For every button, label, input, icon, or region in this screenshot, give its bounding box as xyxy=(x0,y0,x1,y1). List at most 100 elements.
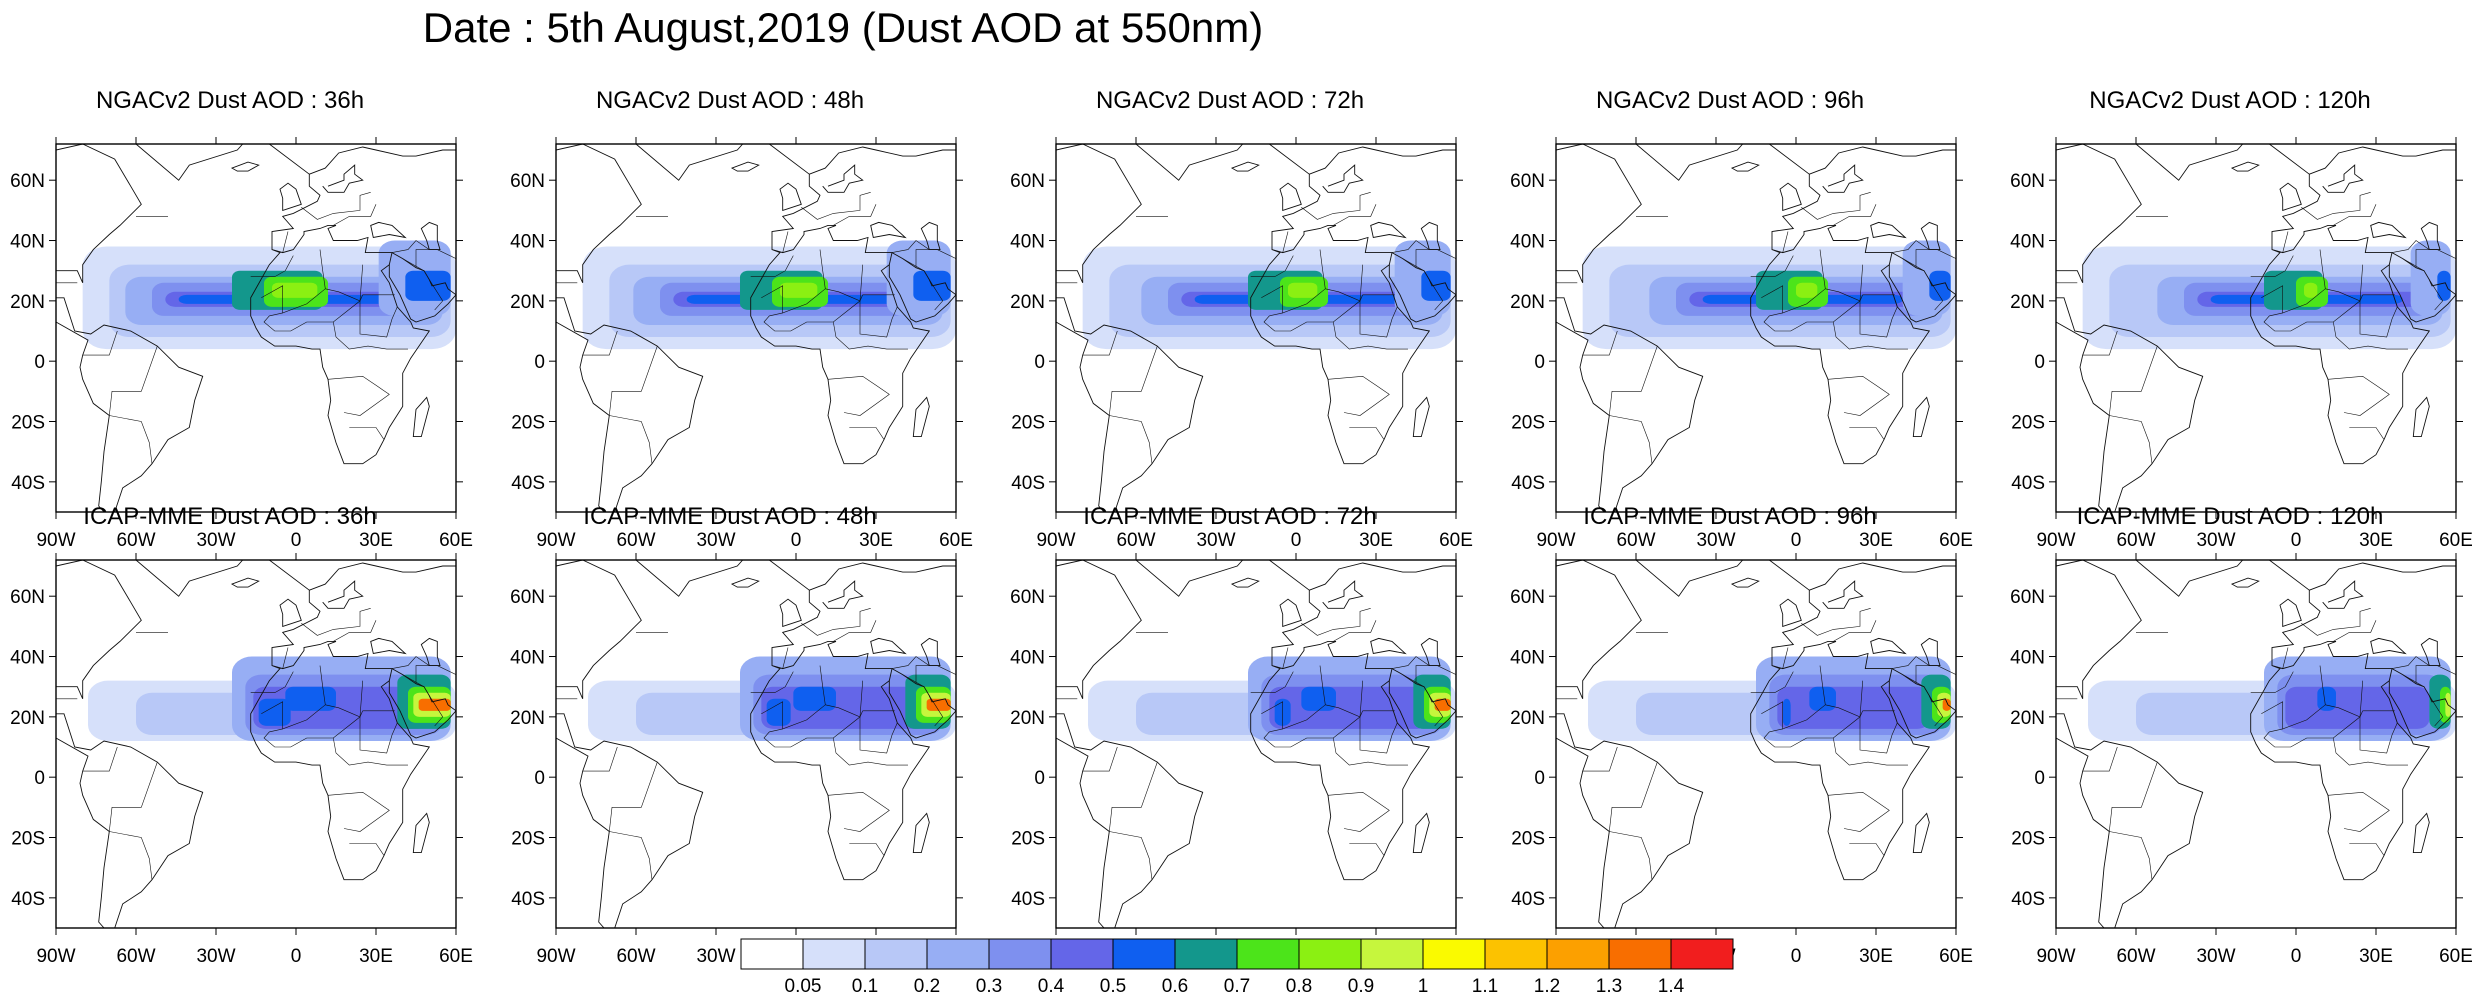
country-border xyxy=(2327,791,2390,832)
country-border xyxy=(2282,231,2289,253)
coast-baltic xyxy=(2322,164,2364,193)
country-border xyxy=(1333,321,1408,350)
lat-tick-label: 20S xyxy=(1011,413,1045,434)
coast-iceland xyxy=(730,577,760,588)
country-border xyxy=(2109,415,2153,464)
lon-tick-label: 30W xyxy=(1696,530,1735,551)
coast-black-sea xyxy=(1370,637,1407,655)
country-border xyxy=(1609,831,1653,880)
coast-black-sea xyxy=(370,637,407,655)
lat-tick-label: 60N xyxy=(1510,587,1545,608)
panel-title: ICAP-MME Dust AOD : 72h xyxy=(1083,503,1377,530)
country-border xyxy=(1349,427,1385,440)
map-frame xyxy=(1555,559,1957,929)
country-border xyxy=(2325,264,2363,302)
lat-tick-label: 40S xyxy=(2011,889,2045,910)
coast-greenland xyxy=(2104,144,2244,181)
coast-scandinavia xyxy=(309,562,456,591)
coast-scandinavia xyxy=(1309,146,1456,175)
lon-tick-label: 30E xyxy=(1359,530,1393,551)
country-border xyxy=(1761,249,1826,314)
coast-black-sea xyxy=(870,221,907,239)
coast-florida-caribbean xyxy=(1556,713,1704,928)
country-border xyxy=(301,608,371,636)
coast-florida-caribbean xyxy=(1056,713,1204,928)
lat-tick-label: 40N xyxy=(1510,232,1545,253)
lat-tick-label: 20S xyxy=(11,829,45,850)
lon-tick-label: 60W xyxy=(2116,530,2155,551)
coast-baltic xyxy=(822,164,864,193)
coast-britain xyxy=(1779,182,1802,212)
coast-arabia xyxy=(2388,252,2456,323)
tick-marks xyxy=(1549,137,1963,519)
coast-iceland xyxy=(730,161,760,172)
lon-tick-label: 0 xyxy=(791,530,802,551)
colorbar-bin xyxy=(802,938,866,970)
dust-aod-field xyxy=(88,656,456,741)
lon-tick-label: 60E xyxy=(2439,530,2472,551)
country-border xyxy=(2261,665,2326,730)
lon-tick-label: 60E xyxy=(1939,530,1973,551)
coast-florida-caribbean xyxy=(2056,713,2204,928)
lon-tick-label: 90W xyxy=(1036,530,1075,551)
country-border xyxy=(82,330,118,356)
country-border xyxy=(1402,258,1425,271)
lat-tick-label: 60N xyxy=(10,171,45,192)
dust-contour xyxy=(1782,698,1791,726)
country-border xyxy=(1349,843,1385,856)
dust-contour xyxy=(418,698,451,711)
country-border xyxy=(915,665,956,684)
coast-arabia xyxy=(1388,668,1456,739)
map-outlines xyxy=(2056,560,2456,928)
country-border xyxy=(2429,695,2444,727)
lat-tick-label: 60N xyxy=(1510,171,1545,192)
colorbar-label: 1.4 xyxy=(1658,976,1685,994)
lon-tick-label: 30E xyxy=(859,530,893,551)
lat-tick-label: 40S xyxy=(1511,473,1545,494)
country-border xyxy=(833,620,877,642)
map-outlines xyxy=(1056,144,1456,512)
country-border xyxy=(761,665,826,730)
country-border xyxy=(1825,680,1863,718)
country-border xyxy=(2391,656,2430,669)
coast-caspian xyxy=(420,221,441,251)
country-border xyxy=(2333,321,2408,350)
coast-greenland xyxy=(104,144,244,181)
country-border xyxy=(1082,746,1118,772)
coast-britain xyxy=(779,598,802,628)
country-border xyxy=(1827,791,1890,832)
country-border xyxy=(582,746,618,772)
lat-tick-label: 20S xyxy=(511,829,545,850)
map-frame xyxy=(2055,559,2457,929)
country-border xyxy=(609,415,653,464)
lat-tick-label: 60N xyxy=(1010,171,1045,192)
colorbar-label: 0.05 xyxy=(785,976,822,994)
coast-americas xyxy=(56,144,142,283)
country-border xyxy=(1301,608,1371,636)
panel-title: NGACv2 Dust AOD : 96h xyxy=(1595,87,1865,114)
dust-contour xyxy=(2437,270,2451,301)
dust-contour xyxy=(1809,686,1836,711)
country-border xyxy=(2250,255,2294,277)
country-border xyxy=(801,192,871,220)
country-border xyxy=(1415,249,1456,268)
country-border xyxy=(325,680,363,718)
lat-tick-label: 40N xyxy=(10,648,45,669)
coast-madagascar xyxy=(1912,396,1930,438)
country-border xyxy=(1415,665,1456,684)
coast-baltic xyxy=(1322,580,1364,609)
lat-tick-label: 40S xyxy=(511,473,545,494)
dust-aod-field xyxy=(1588,656,1956,741)
country-border xyxy=(1359,300,1398,338)
lon-tick-label: 0 xyxy=(1791,530,1802,551)
country-border xyxy=(429,279,444,311)
colorbar-bin xyxy=(1422,938,1486,970)
coast-florida-caribbean xyxy=(1556,297,1704,512)
colorbar-label: 0.5 xyxy=(1100,976,1126,994)
dust-contour xyxy=(1796,282,1818,298)
lat-tick-label: 0 xyxy=(1034,352,1045,373)
country-border xyxy=(1261,665,1326,730)
